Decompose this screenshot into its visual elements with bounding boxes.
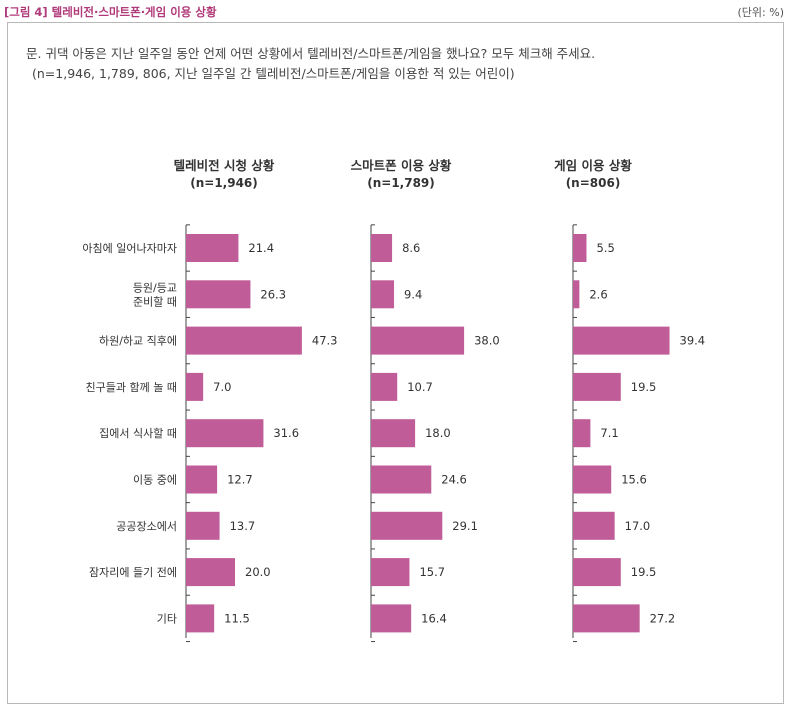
- data-label: 2.6: [589, 287, 607, 301]
- data-label: 11.5: [224, 611, 250, 625]
- bar: [371, 511, 443, 540]
- bar: [186, 419, 264, 448]
- bar: [573, 558, 621, 587]
- data-label: 26.3: [260, 287, 286, 301]
- data-label: 24.6: [441, 473, 467, 487]
- bar: [371, 558, 410, 587]
- bar: [186, 326, 302, 355]
- unit-note: (단위: %): [737, 6, 784, 19]
- data-label: 16.4: [421, 611, 447, 625]
- category-label: 친구들과 함께 놀 때: [86, 381, 177, 394]
- category-label: 이동 중에: [133, 474, 177, 487]
- series-n-label: (n=806): [566, 176, 621, 190]
- data-label: 13.7: [230, 519, 256, 533]
- bar: [186, 280, 251, 309]
- category-label: 잠자리에 들기 전에: [89, 566, 177, 579]
- data-label: 5.5: [596, 241, 614, 255]
- data-label: 10.7: [407, 380, 433, 394]
- data-label: 27.2: [650, 611, 676, 625]
- series-n-label: (n=1,789): [367, 176, 435, 190]
- category-label: 공공장소에서: [116, 520, 177, 533]
- bar: [186, 234, 239, 262]
- bar: [573, 326, 670, 355]
- data-label: 31.6: [273, 426, 299, 440]
- series-title: 스마트폰 이용 상황: [351, 158, 452, 173]
- category-label: 기타: [157, 612, 177, 625]
- bar: [573, 419, 591, 448]
- data-label: 9.4: [404, 287, 422, 301]
- data-label: 18.0: [425, 426, 451, 440]
- data-label: 20.0: [245, 565, 271, 579]
- bar: [371, 372, 398, 401]
- data-label: 12.7: [227, 473, 253, 487]
- data-label: 21.4: [248, 241, 274, 255]
- bar: [573, 372, 621, 401]
- category-label: 등원/등교: [133, 281, 177, 294]
- bar: [573, 604, 640, 633]
- series-title: 게임 이용 상황: [554, 158, 632, 173]
- category-label: 집에서 식사할 때: [99, 427, 177, 440]
- data-label: 38.0: [474, 334, 500, 348]
- data-label: 7.1: [600, 426, 618, 440]
- bar: [186, 465, 218, 494]
- series-title: 텔레비전 시청 상황: [174, 158, 275, 173]
- data-label: 39.4: [680, 334, 706, 348]
- bar: [186, 558, 235, 587]
- bar: [186, 604, 215, 633]
- category-label: 준비할 때: [133, 295, 177, 308]
- bar: [573, 280, 580, 309]
- category-label: 하원/하교 직후에: [99, 334, 177, 348]
- bar: [371, 326, 465, 355]
- data-label: 47.3: [312, 334, 338, 348]
- data-label: 15.6: [621, 473, 647, 487]
- bar: [371, 465, 432, 494]
- bar: [573, 465, 612, 494]
- data-label: 8.6: [402, 241, 420, 255]
- bar: [371, 419, 416, 448]
- data-label: 15.7: [419, 565, 445, 579]
- question-text: 문. 귀댁 아동은 지난 일주일 동안 언제 어떤 상황에서 텔레비전/스마트폰…: [26, 46, 596, 61]
- data-label: 17.0: [625, 519, 651, 533]
- bar: [186, 511, 220, 540]
- bar: [186, 372, 204, 401]
- figure-title: [그림 4] 텔레비전·스마트폰·게임 이용 상황: [4, 5, 217, 19]
- data-label: 19.5: [631, 565, 657, 579]
- data-label: 7.0: [213, 380, 231, 394]
- chart-panel: 문. 귀댁 아동은 지난 일주일 동안 언제 어떤 상황에서 텔레비전/스마트폰…: [7, 22, 784, 704]
- data-label: 19.5: [631, 380, 657, 394]
- bar: [371, 280, 395, 309]
- bar: [573, 234, 587, 262]
- series-n-label: (n=1,946): [190, 176, 258, 190]
- category-label: 아침에 일어나자마자: [82, 241, 177, 255]
- question-note: (n=1,946, 1,789, 806, 지난 일주일 간 텔레비전/스마트폰…: [32, 66, 515, 81]
- bar: [573, 511, 615, 540]
- bar: [371, 234, 393, 262]
- bar: [371, 604, 412, 633]
- data-label: 29.1: [452, 519, 478, 533]
